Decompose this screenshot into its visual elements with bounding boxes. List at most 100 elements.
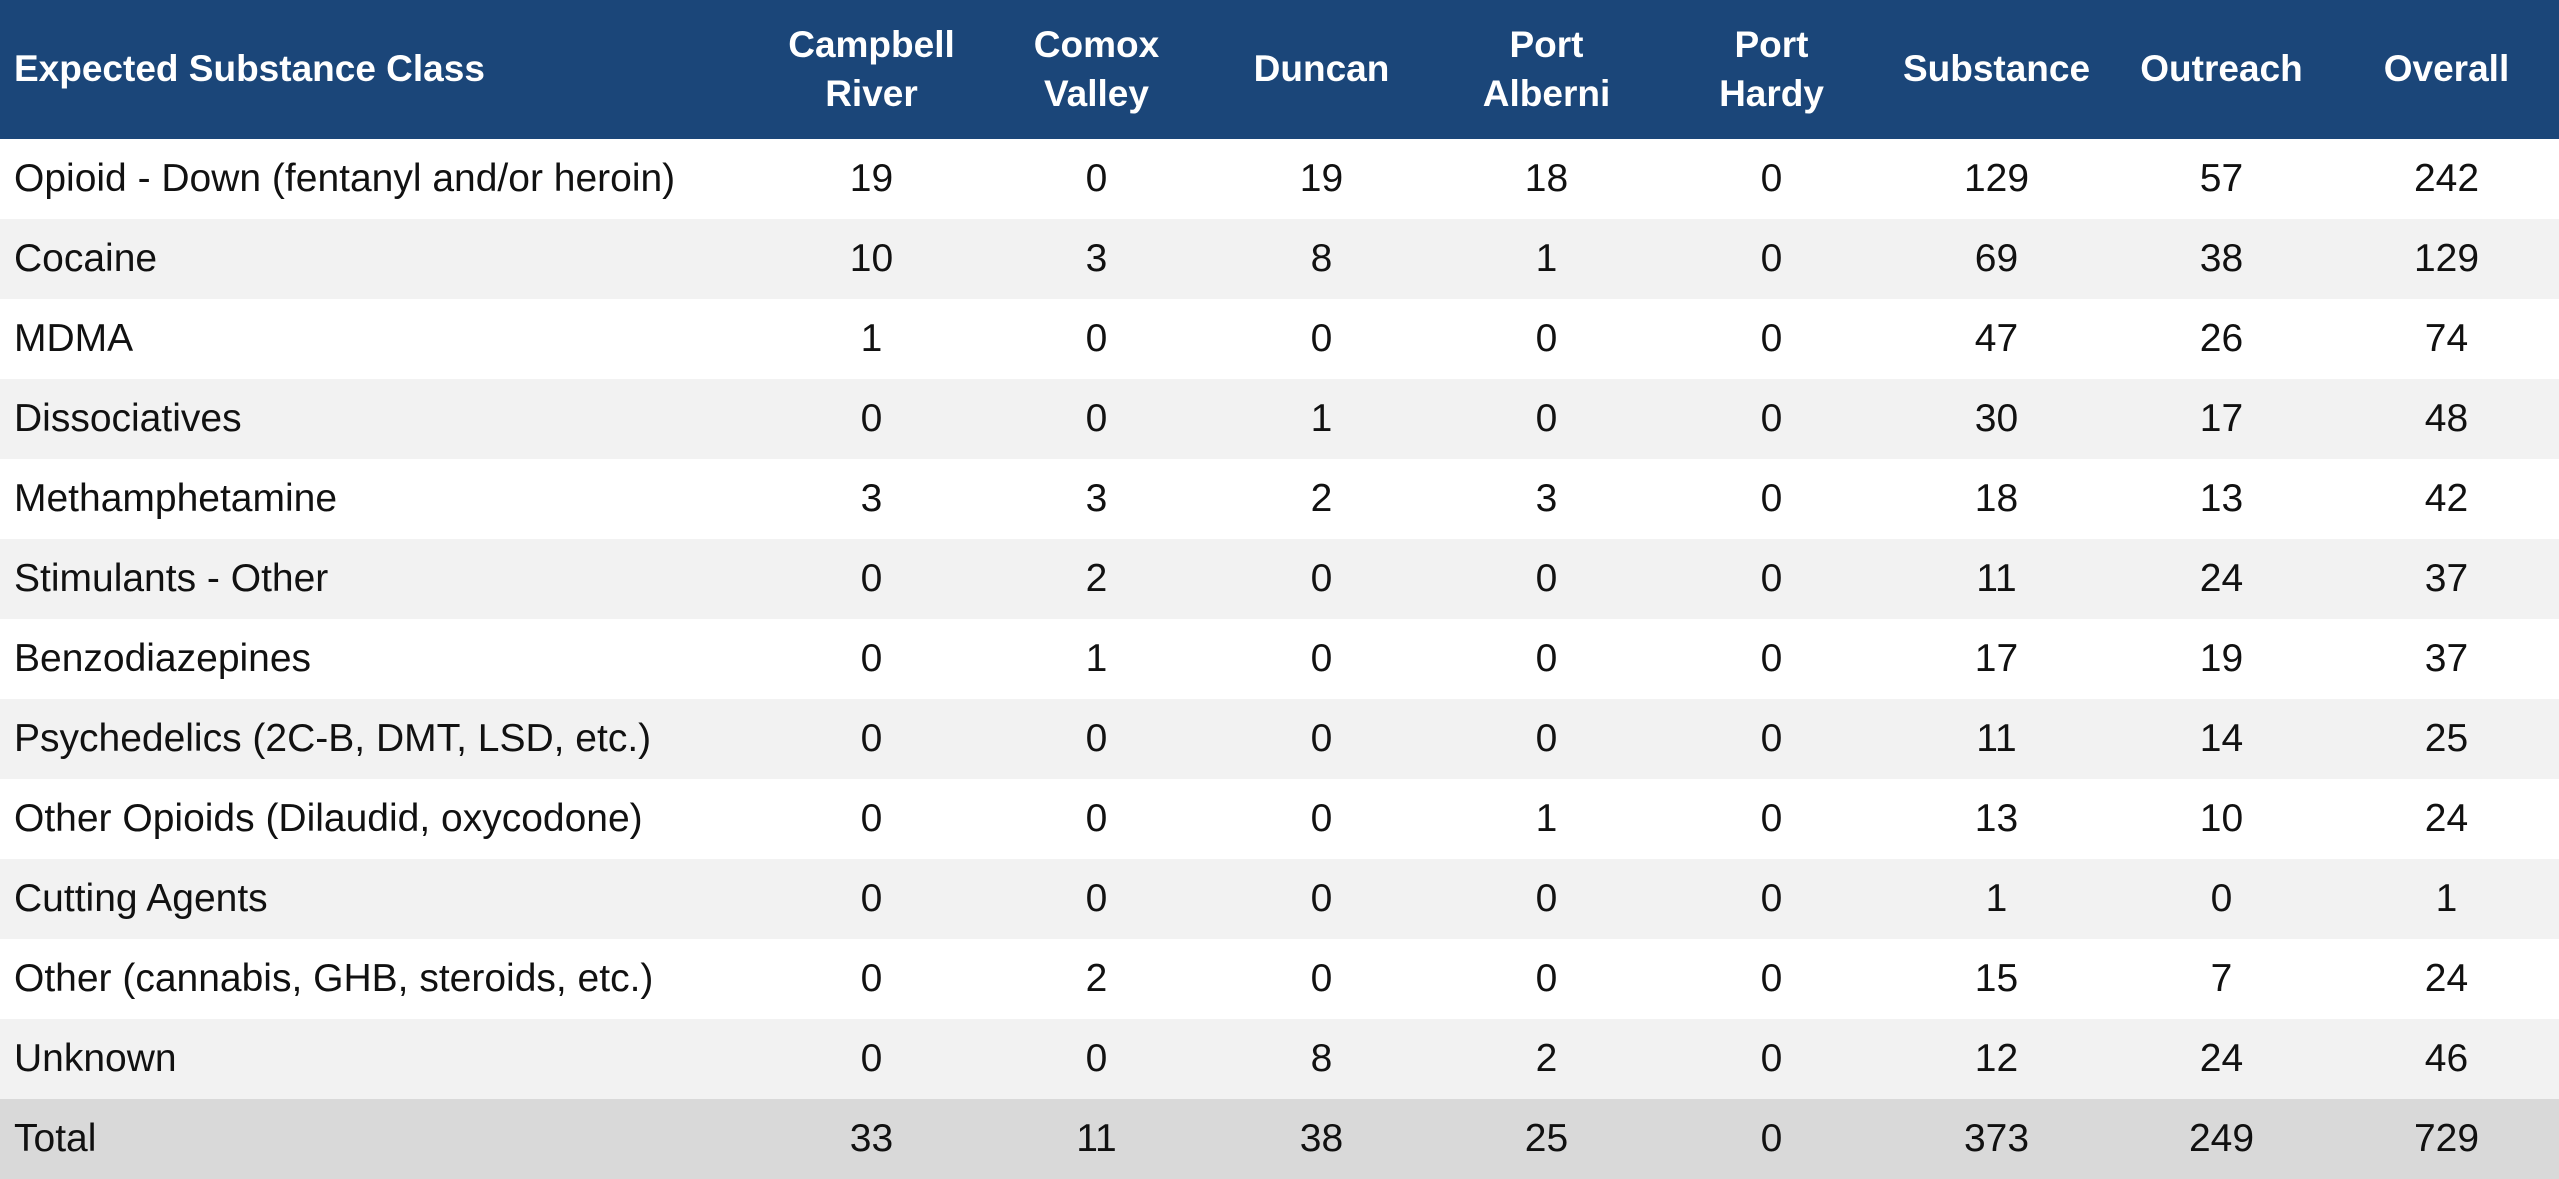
header-label: Comox Valley [1033,24,1160,114]
cell: 10 [2109,779,2334,859]
cell: 19 [1209,139,1434,219]
cell: 373 [1884,1099,2109,1179]
table-row: Other Opioids (Dilaudid, oxycodone) 0 0 0 1 0… [0,779,2559,859]
cell: 74 [2334,299,2559,379]
table-row: Cutting Agents 0 0 0 0 0 1 0 1 [0,859,2559,939]
cell: 1 [1434,219,1659,299]
cell: 0 [1659,219,1884,299]
cell: 26 [2109,299,2334,379]
cell: 24 [2109,1019,2334,1099]
cell: 17 [1884,619,2109,699]
cell: 0 [1434,699,1659,779]
row-label: Other (cannabis, GHB, steroids, etc.) [0,939,759,1019]
cell: 19 [759,139,984,219]
table-body: Opioid - Down (fentanyl and/or heroin) 19… [0,139,2559,1179]
cell: 0 [1434,859,1659,939]
cell: 0 [1209,939,1434,1019]
cell: 0 [1659,619,1884,699]
cell: 0 [1659,859,1884,939]
cell: 0 [1659,459,1884,539]
table-row: Benzodiazepines 0 1 0 0 0 17 19 37 [0,619,2559,699]
row-label: Methamphetamine [0,459,759,539]
cell: 0 [984,379,1209,459]
row-label: MDMA [0,299,759,379]
header-label: Expected Substance Class [14,48,485,90]
header-cell: Substance [1884,0,2109,139]
row-label: Dissociatives [0,379,759,459]
cell: 729 [2334,1099,2559,1179]
cell: 0 [1209,699,1434,779]
cell: 10 [759,219,984,299]
header-label: Outreach [2140,48,2303,90]
header-cell: Expected Substance Class [0,0,759,139]
cell: 0 [1434,539,1659,619]
cell: 1 [1884,859,2109,939]
cell: 0 [1209,299,1434,379]
cell: 2 [1209,459,1434,539]
cell: 1 [1434,779,1659,859]
header-row: Expected Substance Class Campbell River Co… [0,0,2559,139]
header-label: Overall [2383,48,2510,90]
row-label: Cutting Agents [0,859,759,939]
header-label: Duncan [1253,48,1390,90]
cell: 129 [1884,139,2109,219]
cell: 0 [1659,779,1884,859]
cell: 25 [2334,699,2559,779]
cell: 46 [2334,1019,2559,1099]
table-row: Dissociatives 0 0 1 0 0 30 17 48 [0,379,2559,459]
cell: 2 [984,939,1209,1019]
row-label: Benzodiazepines [0,619,759,699]
row-label: Psychedelics (2C-B, DMT, LSD, etc.) [0,699,759,779]
row-label: Unknown [0,1019,759,1099]
cell: 0 [759,539,984,619]
cell: 13 [2109,459,2334,539]
cell: 1 [984,619,1209,699]
cell: 38 [2109,219,2334,299]
cell: 8 [1209,219,1434,299]
header-cell: Outreach [2109,0,2334,139]
table-row: Stimulants - Other 0 2 0 0 0 11 24 37 [0,539,2559,619]
cell: 3 [1434,459,1659,539]
cell: 24 [2334,939,2559,1019]
cell: 17 [2109,379,2334,459]
cell: 18 [1434,139,1659,219]
cell: 0 [984,779,1209,859]
cell: 0 [1659,939,1884,1019]
cell: 0 [759,379,984,459]
cell: 0 [1434,299,1659,379]
cell: 0 [759,1019,984,1099]
table-row: Methamphetamine 3 3 2 3 0 18 13 42 [0,459,2559,539]
cell: 30 [1884,379,2109,459]
table-row: Cocaine 10 3 8 1 0 69 38 129 [0,219,2559,299]
cell: 24 [2334,779,2559,859]
cell: 0 [1659,139,1884,219]
cell: 0 [1659,699,1884,779]
header-label: Campbell River [788,24,955,114]
table-row: Other (cannabis, GHB, steroids, etc.) 0 2 0… [0,939,2559,1019]
cell: 0 [1209,619,1434,699]
cell: 38 [1209,1099,1434,1179]
cell: 0 [2109,859,2334,939]
cell: 0 [759,779,984,859]
cell: 69 [1884,219,2109,299]
cell: 0 [984,299,1209,379]
header-cell: Duncan [1209,0,1434,139]
cell: 0 [1434,379,1659,459]
cell: 7 [2109,939,2334,1019]
cell: 11 [1884,699,2109,779]
row-label: Opioid - Down (fentanyl and/or heroin) [0,139,759,219]
cell: 47 [1884,299,2109,379]
cell: 13 [1884,779,2109,859]
cell: 24 [2109,539,2334,619]
cell: 0 [1659,379,1884,459]
cell: 42 [2334,459,2559,539]
cell: 37 [2334,619,2559,699]
cell: 0 [984,139,1209,219]
cell: 3 [759,459,984,539]
cell: 0 [984,1019,1209,1099]
header-cell: Port Alberni [1434,0,1659,139]
row-label: Stimulants - Other [0,539,759,619]
cell: 57 [2109,139,2334,219]
